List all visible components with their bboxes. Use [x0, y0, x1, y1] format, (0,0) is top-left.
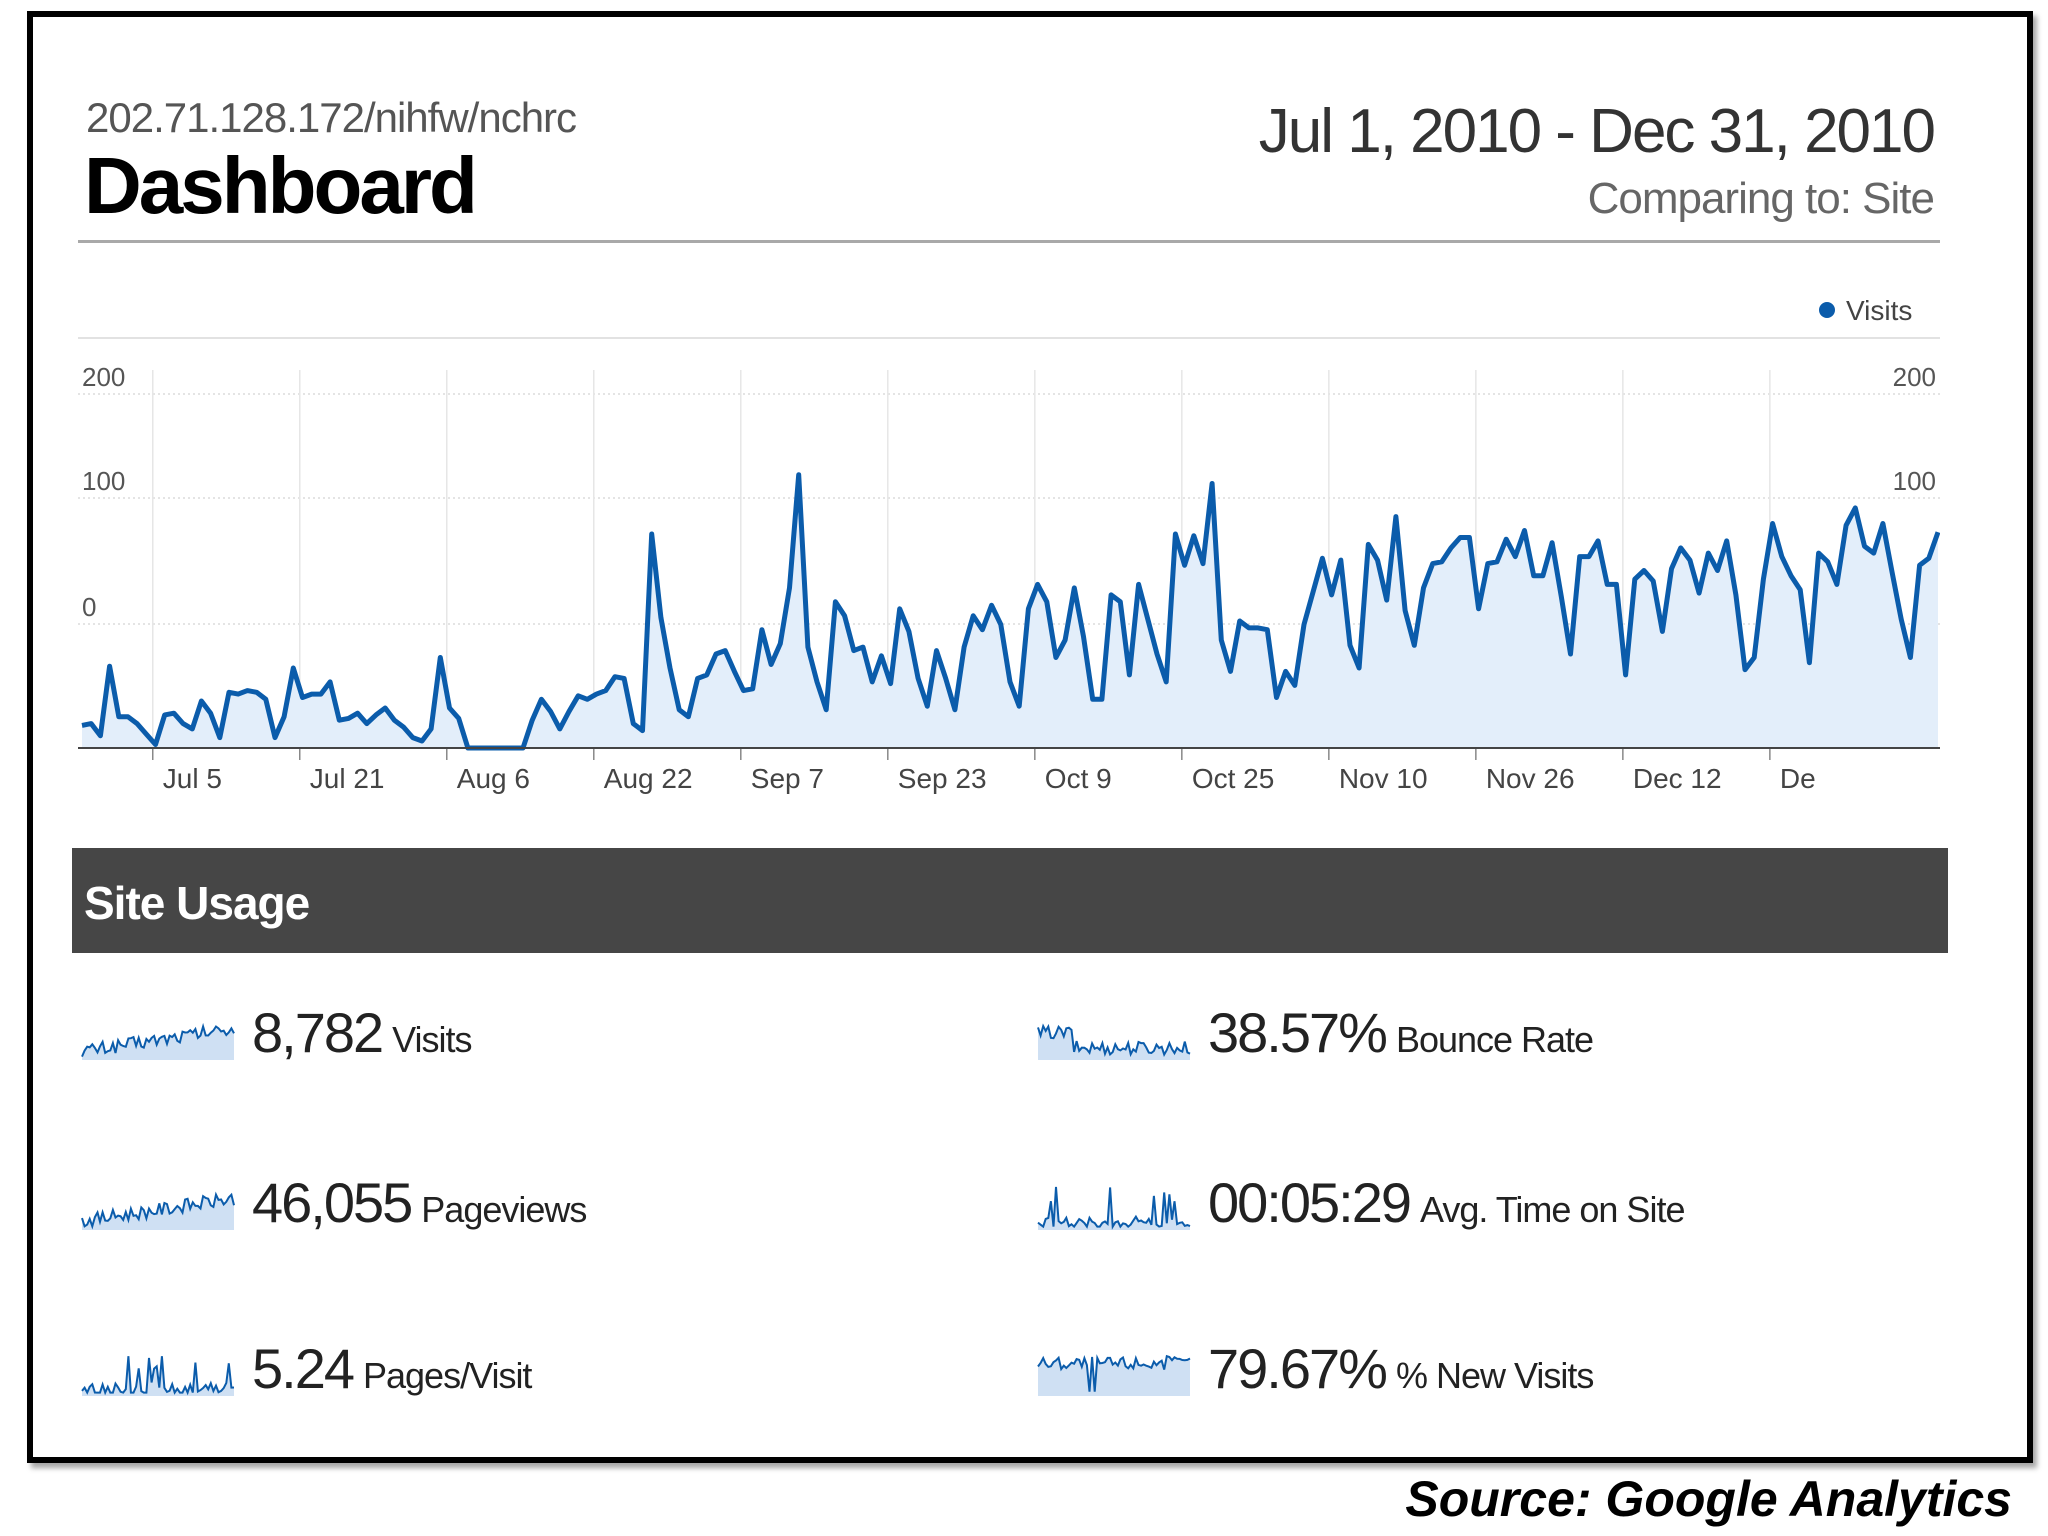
- x-tick-label: Sep 23: [898, 763, 987, 794]
- legend-visits-dot: [1819, 302, 1835, 318]
- x-tick-label: Aug 6: [457, 763, 530, 794]
- x-tick-label: De: [1780, 763, 1816, 794]
- metric-value: 38.57%: [1208, 1001, 1388, 1064]
- visits-series-line: [81, 472, 1940, 751]
- metric-label[interactable]: Avg. Time on Site: [1419, 1189, 1685, 1230]
- sparkline-area: [1038, 1026, 1190, 1060]
- x-tick-label: Jul 5: [163, 763, 222, 794]
- metric-label[interactable]: Bounce Rate: [1395, 1019, 1594, 1060]
- sparkline-line: [81, 1191, 235, 1230]
- sparkline-line: [81, 1022, 235, 1057]
- visits-series-area: [82, 474, 1938, 748]
- dashboard-header: 202.71.128.172/nihfw/nchrc Dashboard Jul…: [78, 90, 1940, 243]
- y-tick-label-left: 200: [82, 362, 125, 392]
- sparkline-pageviews-icon: [81, 1191, 235, 1230]
- site-url[interactable]: 202.71.128.172/nihfw/nchrc: [86, 94, 577, 141]
- site-usage-header: Site Usage: [72, 848, 1948, 953]
- sparkline-area: [82, 1356, 234, 1396]
- x-tick-label: Nov 10: [1339, 763, 1428, 794]
- y-tick-label-left: 100: [82, 466, 125, 496]
- x-tick-label: Oct 25: [1192, 763, 1274, 794]
- metric-value: 5.24: [252, 1337, 355, 1400]
- y-tick-label-right: 200: [1893, 362, 1936, 392]
- metric-label[interactable]: % New Visits: [1395, 1355, 1594, 1396]
- site-usage-title: Site Usage: [84, 877, 310, 929]
- sparkline-new-icon: [1037, 1354, 1191, 1396]
- sparkline-area: [1038, 1356, 1190, 1396]
- metric-value: 46,055: [252, 1171, 413, 1234]
- y-tick-label-right: 100: [1893, 466, 1936, 496]
- metric-value: 8,782: [252, 1001, 384, 1064]
- source-credit: Source: Google Analytics: [1405, 1471, 2012, 1527]
- sparkline-visits-icon: [81, 1022, 235, 1060]
- metric-label[interactable]: Visits: [392, 1019, 472, 1060]
- sparkline-pages-icon: [81, 1356, 235, 1396]
- legend-visits-label: Visits: [1846, 295, 1912, 326]
- sparkline-time-icon: [1037, 1186, 1191, 1230]
- comparing-label: Comparing to: Site: [1587, 174, 1935, 223]
- metric-value: 79.67%: [1208, 1337, 1388, 1400]
- x-tick-label: Jul 21: [310, 763, 385, 794]
- sparkline-line: [81, 1356, 235, 1396]
- x-tick-label: Nov 26: [1486, 763, 1575, 794]
- x-tick-label: Sep 7: [751, 763, 824, 794]
- x-tick-label: Dec 12: [1633, 763, 1722, 794]
- x-tick-label: Oct 9: [1045, 763, 1112, 794]
- sparkline-bounce-icon: [1037, 1023, 1191, 1060]
- metric-label[interactable]: Pages/Visit: [363, 1355, 532, 1396]
- date-range-picker[interactable]: Jul 1, 2010 - Dec 31, 2010: [1258, 97, 1936, 166]
- sparkline-line: [1037, 1023, 1191, 1058]
- metric-value: 00:05:29: [1208, 1171, 1412, 1234]
- x-tick-label: Aug 22: [604, 763, 693, 794]
- metric-label[interactable]: Pageviews: [421, 1189, 587, 1230]
- y-tick-label-left: 0: [82, 592, 96, 622]
- sparkline-line: [1037, 1186, 1191, 1230]
- sparkline-line: [1037, 1354, 1191, 1392]
- page-title: Dashboard: [84, 141, 478, 230]
